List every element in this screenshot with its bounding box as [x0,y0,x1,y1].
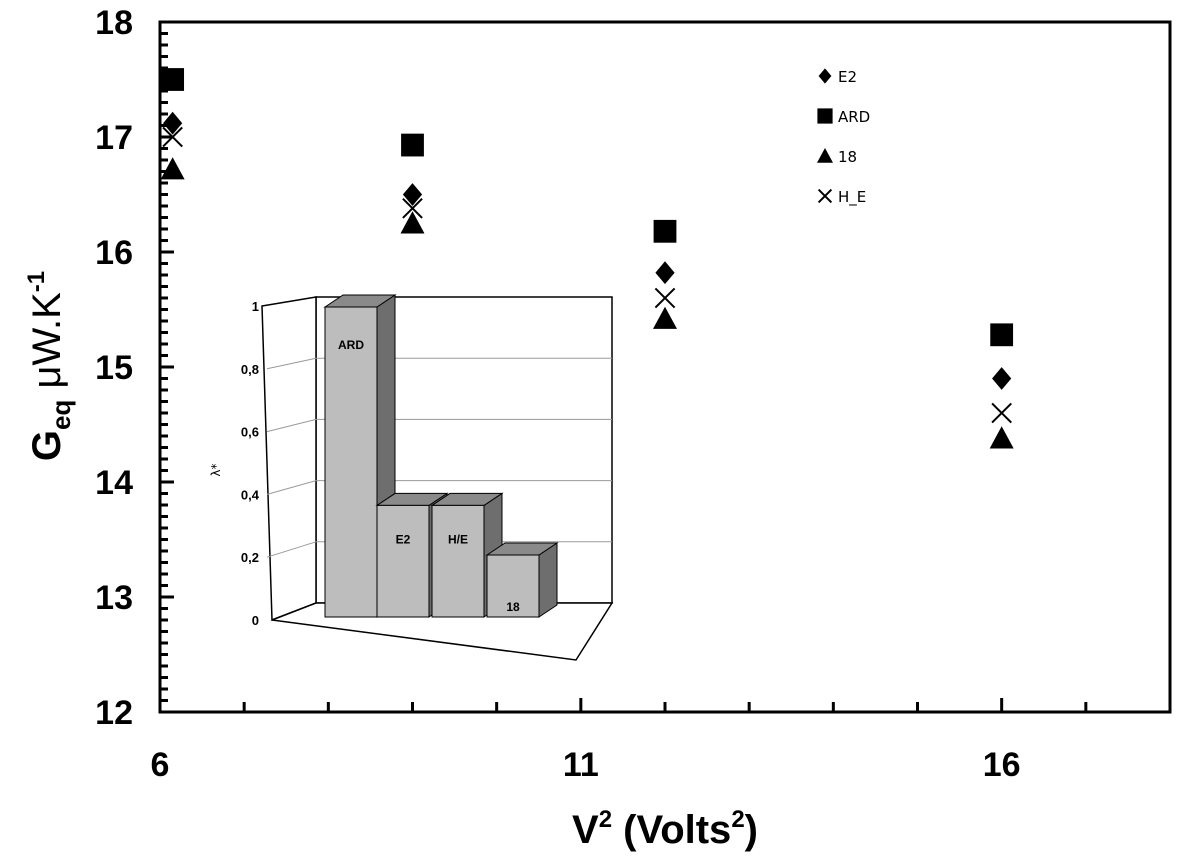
data-point-square [653,219,677,243]
inset-bar-label: ARD [338,338,364,352]
data-point-cross [654,287,676,309]
inset-bars: ARD E2 H/E 18 [323,294,559,618]
inset-gridline [266,418,317,433]
x-tick-label: 6 [151,746,170,784]
data-point-cross [991,402,1012,424]
inset-bar-label: E2 [396,532,411,546]
data-point-diamond [992,367,1012,390]
cross-stroke [654,287,676,309]
inset-gridline [266,357,317,370]
inset-y-tick-label: 0,8 [241,362,259,377]
data-point-square [401,133,424,157]
data-point-triangle [400,211,425,234]
legend-marker-diamond [818,68,832,84]
y-tick-label: 12 [95,694,133,732]
y-tick-label: 13 [95,579,133,617]
inset-bar-front [376,504,430,618]
inset-y-tick-label: 1 [252,299,259,314]
inset-y-axis-title: λ* [209,463,223,476]
legend-label: 18 [838,148,857,166]
data-point-square [990,323,1014,347]
inset-y-tick-label: 0,2 [241,550,259,565]
series-h-e [162,126,1012,424]
inset-y-tick-label: 0,4 [241,487,260,502]
series-ard [161,68,1014,347]
inset-bar-e2: E2 [375,492,449,618]
y-tick-label: 14 [95,464,133,502]
inset-bar-front [324,306,378,618]
legend-label: E2 [838,68,857,86]
x-tick-label: 16 [983,746,1021,784]
y-tick-label: 15 [95,349,133,387]
series-e2 [163,111,1012,390]
cross-stroke [817,188,833,204]
inset-gridline [266,480,317,495]
data-point-triangle [653,306,677,329]
legend-label: ARD [838,108,870,126]
inset-bar-label: H/E [448,532,468,546]
data-point-diamond [163,111,183,135]
inset-bar-front [486,554,540,618]
x-axis-title: V2 (Volts2) [572,806,758,852]
inset-3d-bar-chart: 0 0,2 0,4 0,6 0,8 1 λ* ARD E2 H/E 18 [209,285,632,685]
cross-stroke [991,402,1012,424]
series-18 [160,157,1014,449]
legend-marker-cross [817,188,833,204]
inset-bar-label: 18 [506,600,520,614]
data-point-square [161,68,185,91]
legend: E2 ARD 18 H_E [817,68,870,207]
data-point-triangle [160,157,185,180]
data-point-triangle [989,426,1014,449]
cross-stroke [402,197,423,219]
data-point-diamond [402,183,423,206]
y-tick-label: 17 [95,119,133,157]
y-axis-title: Geq μW.K-1 [23,271,76,461]
legend-marker-triangle [817,148,833,163]
data-point-diamond [655,261,675,285]
data-point-cross [402,197,423,219]
legend-label: H_E [838,188,866,207]
inset-bar-side [538,542,558,618]
y-tick-label: 18 [95,4,133,42]
axis-titles: V2 (Volts2) Geq μW.K-1 [23,271,758,852]
inset-bar-18: 18 [485,542,559,618]
inset-y-tick-label: 0,6 [241,425,259,440]
inset-bar-front [431,504,485,618]
x-tick-label: 11 [563,746,599,784]
legend-marker-square [817,108,833,124]
inset-bar-ard: ARD [323,294,397,618]
inset-y-tick-label: 0 [252,613,259,628]
inset-side-wall [261,296,317,622]
main-scatter-chart: 6 11 16 12 13 14 15 16 17 18 [95,4,1172,784]
y-tick-label: 16 [95,234,133,272]
cross-stroke [162,126,183,148]
inset-gridline [266,541,317,558]
data-point-cross [162,126,183,148]
